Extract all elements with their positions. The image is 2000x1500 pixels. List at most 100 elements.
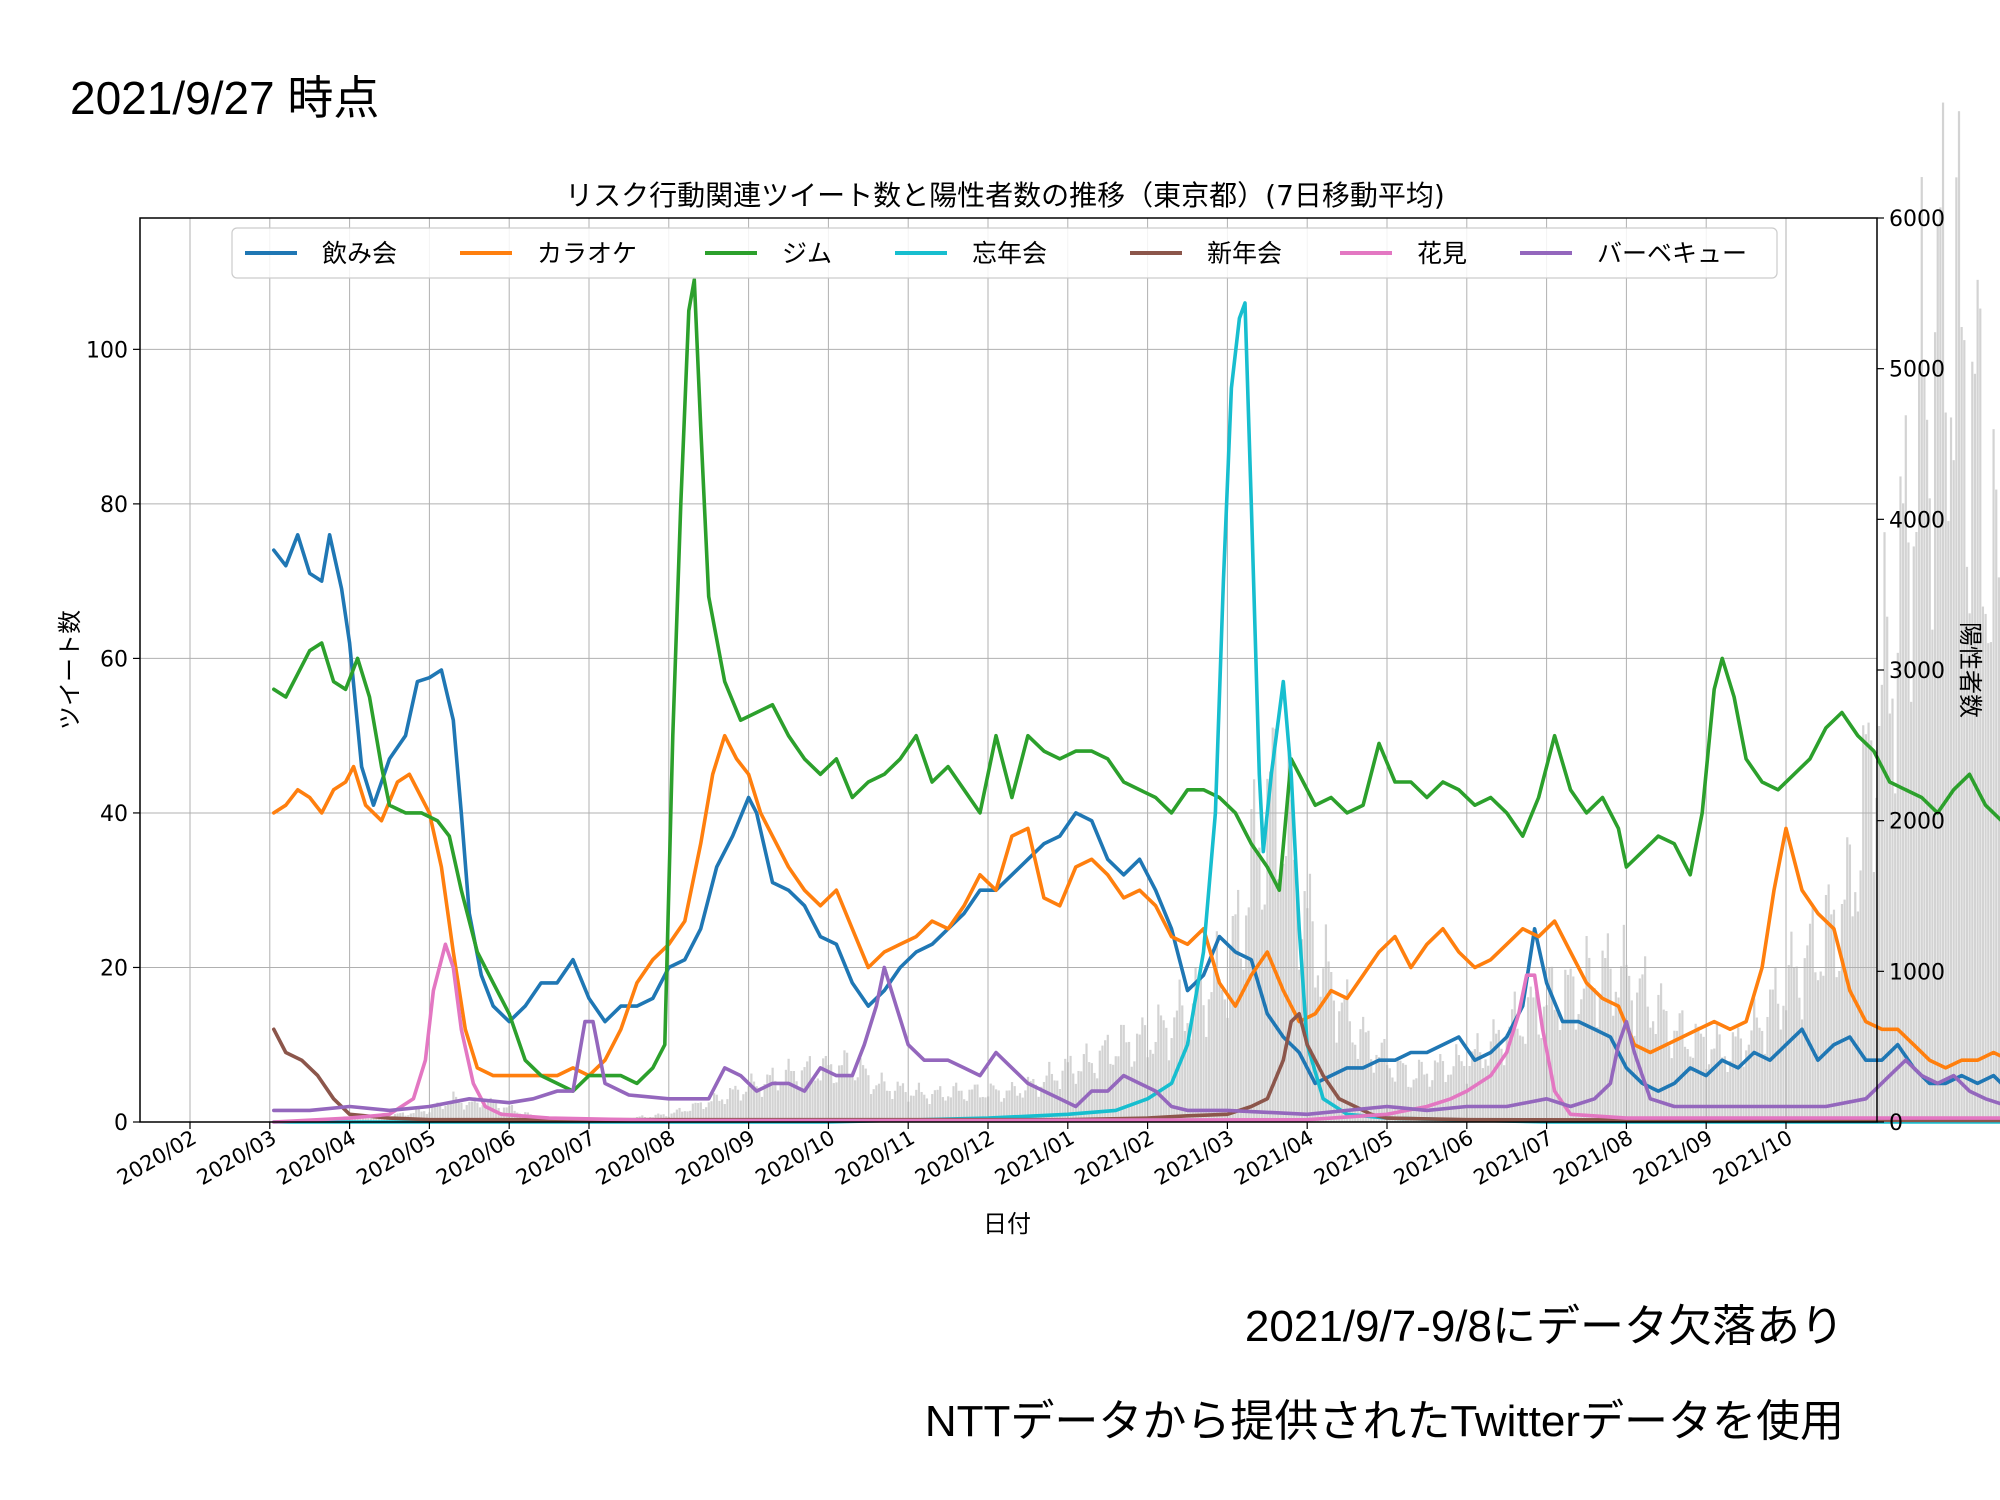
positive-bar-574 <box>1795 966 1798 1122</box>
legend-box <box>231 227 1778 279</box>
positive-bar-354 <box>1210 992 1213 1122</box>
positive-bar-262 <box>965 1100 968 1122</box>
positive-bar-275 <box>1000 1101 1003 1122</box>
positive-bar-289 <box>1037 1096 1040 1122</box>
positive-bar-181 <box>750 1073 753 1122</box>
positive-bar-602 <box>1870 740 1873 1122</box>
positive-bar-345 <box>1186 1023 1189 1122</box>
x-tick-label-2: 2020/04 <box>273 1126 361 1190</box>
positive-bar-536 <box>1694 1023 1697 1122</box>
positive-bar-260 <box>960 1090 963 1122</box>
positive-bar-439 <box>1436 1062 1439 1122</box>
positive-bar-194 <box>784 1069 788 1122</box>
positive-bar-488 <box>1566 974 1570 1122</box>
positive-bar-508 <box>1620 966 1623 1122</box>
positive-bar-422 <box>1391 1077 1394 1122</box>
positive-bar-187 <box>766 1074 769 1122</box>
positive-bar-318 <box>1114 1056 1117 1122</box>
positive-bar-173 <box>728 1088 732 1122</box>
y2-tick-label-5: 5000 <box>1889 358 1945 383</box>
positive-bar-528 <box>1673 1030 1676 1122</box>
positive-bar-562 <box>1763 1053 1766 1122</box>
positive-bar-585 <box>1824 894 1828 1122</box>
positive-bar-161 <box>697 1103 700 1122</box>
positive-bar-520 <box>1652 1021 1655 1122</box>
positive-bar-525 <box>1665 1010 1668 1122</box>
positive-bar-256 <box>949 1097 952 1122</box>
positive-bar-552 <box>1737 1027 1740 1122</box>
positive-bar-243 <box>915 1089 918 1122</box>
positive-bar-321 <box>1122 1024 1125 1122</box>
positive-bar-399 <box>1330 972 1333 1122</box>
positive-bar-239 <box>904 1092 907 1122</box>
positive-bar-305 <box>1080 1071 1083 1122</box>
positive-bar-515 <box>1638 978 1641 1122</box>
positive-bar-245 <box>920 1091 923 1122</box>
positive-bar-184 <box>758 1087 761 1122</box>
positive-bar-408 <box>1354 1044 1357 1122</box>
positive-bar-185 <box>760 1096 764 1122</box>
positive-bar-413 <box>1367 1030 1370 1122</box>
positive-bar-74 <box>465 1105 468 1122</box>
positive-bar-257 <box>952 1086 955 1122</box>
positive-bar-457 <box>1484 1059 1487 1122</box>
x-tick-label-14: 2021/04 <box>1230 1126 1318 1190</box>
positive-bar-475 <box>1532 997 1535 1122</box>
positive-bar-70 <box>455 1096 458 1122</box>
positive-bar-37 <box>367 1117 370 1122</box>
positive-bar-212 <box>832 1083 835 1122</box>
positive-bar-467 <box>1511 1009 1514 1122</box>
positive-bar-596 <box>1854 892 1857 1122</box>
positive-bar-559 <box>1755 1017 1758 1122</box>
positive-bar-57 <box>420 1111 423 1122</box>
positive-bar-258 <box>955 1082 958 1122</box>
positive-bar-94 <box>518 1113 522 1122</box>
legend: 飲み会 カラオケ ジム 忘年会 新年会 花見 バーベキュー <box>231 227 1778 279</box>
positive-bar-77 <box>473 1097 476 1122</box>
positive-bar-648 <box>1992 429 1995 1122</box>
positive-bar-176 <box>736 1089 740 1122</box>
positive-bar-242 <box>912 1095 915 1122</box>
positive-bar-611 <box>1894 793 1897 1122</box>
positive-bar-546 <box>1721 1057 1724 1122</box>
positive-bar-499 <box>1596 1027 1599 1122</box>
positive-bar-394 <box>1316 975 1320 1122</box>
positive-bar-613 <box>1899 476 1902 1122</box>
positive-bar-595 <box>1851 916 1854 1122</box>
positive-bar-236 <box>896 1081 899 1122</box>
positive-bar-213 <box>835 1082 838 1122</box>
positive-bar-563 <box>1766 1016 1769 1122</box>
positive-bar-423 <box>1393 1081 1397 1122</box>
positive-bar-473 <box>1526 997 1530 1122</box>
positive-bar-315 <box>1106 1034 1109 1122</box>
positive-bar-532 <box>1683 1046 1687 1122</box>
positive-bar-71 <box>457 1100 460 1122</box>
positive-bar-36 <box>364 1115 367 1122</box>
y-tick-label-0: 0 <box>114 1111 128 1136</box>
positive-bar-374 <box>1263 904 1266 1122</box>
positive-bar-192 <box>779 1082 782 1122</box>
positive-bar-625 <box>1931 629 1934 1122</box>
positive-bar-512 <box>1630 1000 1633 1122</box>
positive-bar-323 <box>1127 1041 1131 1122</box>
positive-bar-159 <box>691 1103 694 1122</box>
positive-bar-577 <box>1803 958 1806 1122</box>
positive-bar-627 <box>1936 223 1939 1122</box>
positive-bar-385 <box>1292 859 1296 1122</box>
x-tick-label-5: 2020/07 <box>512 1126 600 1190</box>
positive-bar-392 <box>1311 921 1314 1122</box>
positive-bar-503 <box>1606 933 1609 1122</box>
positive-bar-400 <box>1332 1000 1335 1122</box>
positive-bar-288 <box>1034 1084 1038 1122</box>
positive-bar-397 <box>1324 924 1328 1122</box>
positive-bar-304 <box>1077 1070 1080 1122</box>
positive-bar-165 <box>707 1102 710 1122</box>
x-tick-label-1: 2020/03 <box>193 1126 281 1190</box>
positive-bar-476 <box>1534 991 1538 1122</box>
x-tick-label-18: 2021/08 <box>1549 1126 1637 1190</box>
positive-bar-370 <box>1253 779 1256 1122</box>
positive-bar-358 <box>1221 990 1224 1122</box>
series-line-5 <box>272 942 2000 1124</box>
positive-bar-635 <box>1957 111 1961 1122</box>
positive-bar-553 <box>1739 1038 1742 1122</box>
